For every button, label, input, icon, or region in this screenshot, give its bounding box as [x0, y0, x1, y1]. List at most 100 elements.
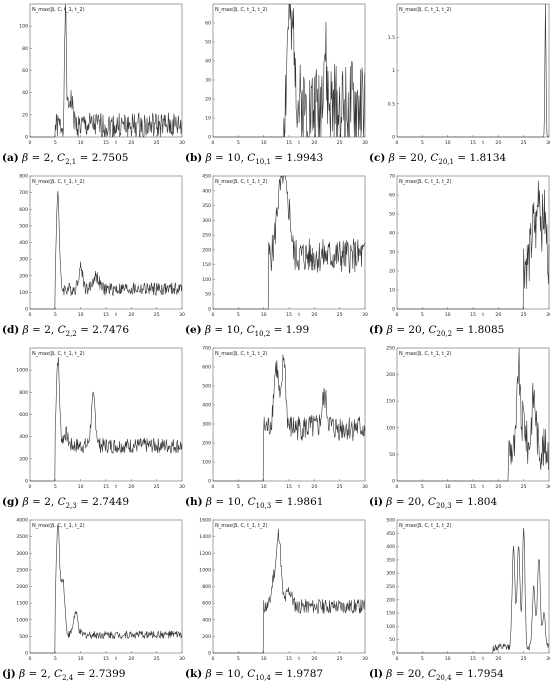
y-tick-label: 2000	[16, 584, 28, 590]
y-tick-label: 20	[205, 97, 211, 103]
plot-frame	[212, 347, 366, 482]
eq1: =	[32, 496, 41, 508]
y-tick-label: 800	[19, 390, 28, 396]
x-tick-label: 0	[29, 312, 32, 318]
x-tick-label: 15	[103, 140, 109, 146]
plot-frame	[396, 3, 550, 138]
y-tick-label: 60	[389, 193, 395, 199]
x-tick-label: 25	[337, 140, 343, 146]
x-tick-label: 5	[54, 484, 57, 490]
c-subscript: 2,3	[65, 502, 77, 511]
y-tick-label: 200	[386, 597, 395, 603]
y-tick-label: 70	[389, 174, 395, 180]
panel-caption: (d) β = 2, C2,2 = 2.7476	[2, 324, 130, 339]
x-tick-label: 10	[445, 484, 451, 490]
beta-value: 10	[227, 496, 241, 508]
c-subscript: 2,4	[62, 674, 74, 683]
panel-caption: (i) β = 20, C20,3 = 1.804	[369, 496, 498, 511]
x-tick-label: 5	[421, 312, 424, 318]
c-symbol: C	[54, 668, 63, 680]
beta-value: 2	[44, 496, 51, 508]
y-tick-label: 200	[202, 634, 211, 640]
y-tick-label: 1600	[199, 518, 211, 524]
x-tick-label: 25	[521, 312, 527, 318]
caption-letter: (d)	[2, 324, 20, 336]
c-value: 2.7449	[92, 496, 130, 508]
y-tick-label: 40	[22, 90, 28, 96]
y-tick-label: 200	[19, 456, 28, 462]
y-tick-label: 4000	[16, 518, 28, 524]
y-tick-label: 300	[202, 422, 211, 428]
x-tick-label: 25	[154, 484, 160, 490]
eq1: =	[31, 152, 41, 164]
y-tick-label: 500	[386, 518, 395, 524]
x-tick-label: 25	[337, 656, 343, 662]
c-value: 2.7399	[88, 668, 126, 680]
series-line	[30, 357, 183, 482]
y-tick-label: 50	[205, 40, 211, 46]
chart-panel-j: 0 500 1000 1500 2000 2500 3000 3500 4000 0 5 10 15 20…	[0, 516, 185, 688]
c-symbol: C	[57, 496, 66, 508]
y-tick-label: 1200	[199, 551, 211, 557]
eq2: =	[76, 668, 86, 680]
panel-caption: (k) β = 10, C10,4 = 1.9787	[185, 668, 324, 683]
plot-frame	[29, 347, 183, 482]
c-symbol: C	[247, 668, 256, 680]
y-tick-label: 40	[205, 59, 211, 65]
x-axis-label: t	[482, 484, 484, 490]
chart-panel-k: 0 200 400 600 800 1000 1200 1400 1600 0 5 10 15 20 25 3…	[183, 516, 368, 688]
x-tick-label: 30	[362, 484, 368, 490]
x-tick-label: 5	[237, 312, 240, 318]
y-tick-label: 50	[205, 292, 211, 298]
panel-caption: (f) β = 20, C20,2 = 1.8085	[369, 324, 505, 339]
x-tick-label: 0	[29, 484, 32, 490]
x-tick-label: 5	[421, 656, 424, 662]
eq2: =	[273, 324, 283, 336]
c-subscript: 10,3	[255, 502, 272, 511]
x-tick-label: 20	[495, 656, 501, 662]
y-tick-label: 80	[22, 46, 28, 52]
y-tick-label: 0	[25, 135, 28, 141]
eq2: =	[80, 496, 89, 508]
eq1: =	[215, 496, 225, 508]
x-tick-label: 10	[445, 140, 451, 146]
x-tick-label: 15	[103, 656, 109, 662]
x-tick-label: 10	[261, 484, 267, 490]
y-tick-label: 1000	[16, 617, 28, 623]
eq2: =	[274, 668, 283, 680]
x-tick-label: 30	[362, 140, 368, 146]
x-tick-label: 30	[546, 656, 550, 662]
x-tick-label: 15	[470, 312, 476, 318]
series-line	[397, 3, 549, 138]
y-tick-label: 20	[22, 112, 28, 118]
plot-frame	[212, 3, 366, 138]
y-tick-label: 200	[202, 247, 211, 253]
x-tick-label: 15	[470, 140, 476, 146]
c-value: 1.8085	[467, 324, 505, 336]
x-tick-label: 5	[54, 312, 57, 318]
series-line	[30, 3, 183, 138]
plot-frame	[396, 175, 550, 310]
y-axis-label: N_max(β, C, t_1, t_2)	[215, 523, 268, 529]
y-tick-label: 100	[19, 290, 28, 296]
c-symbol: C	[427, 496, 436, 508]
c-symbol: C	[247, 152, 256, 164]
y-tick-label: 700	[202, 346, 211, 352]
y-tick-label: 300	[386, 571, 395, 577]
y-tick-label: 400	[386, 544, 395, 550]
c-symbol: C	[430, 152, 439, 164]
x-tick-label: 15	[470, 484, 476, 490]
eq1: =	[395, 668, 405, 680]
y-axis-label: N_max(β, C, t_1, t_2)	[399, 7, 452, 13]
caption-letter: (f)	[369, 324, 384, 336]
x-tick-label: 20	[128, 484, 134, 490]
y-tick-label: 60	[22, 68, 28, 74]
x-axis-label: t	[115, 140, 117, 146]
x-tick-label: 10	[78, 312, 84, 318]
y-tick-label: 100	[202, 460, 211, 466]
y-tick-label: 200	[386, 372, 395, 378]
c-symbol: C	[427, 668, 436, 680]
y-tick-label: 0	[25, 651, 28, 657]
y-tick-label: 3000	[16, 551, 28, 557]
x-tick-label: 0	[396, 484, 399, 490]
